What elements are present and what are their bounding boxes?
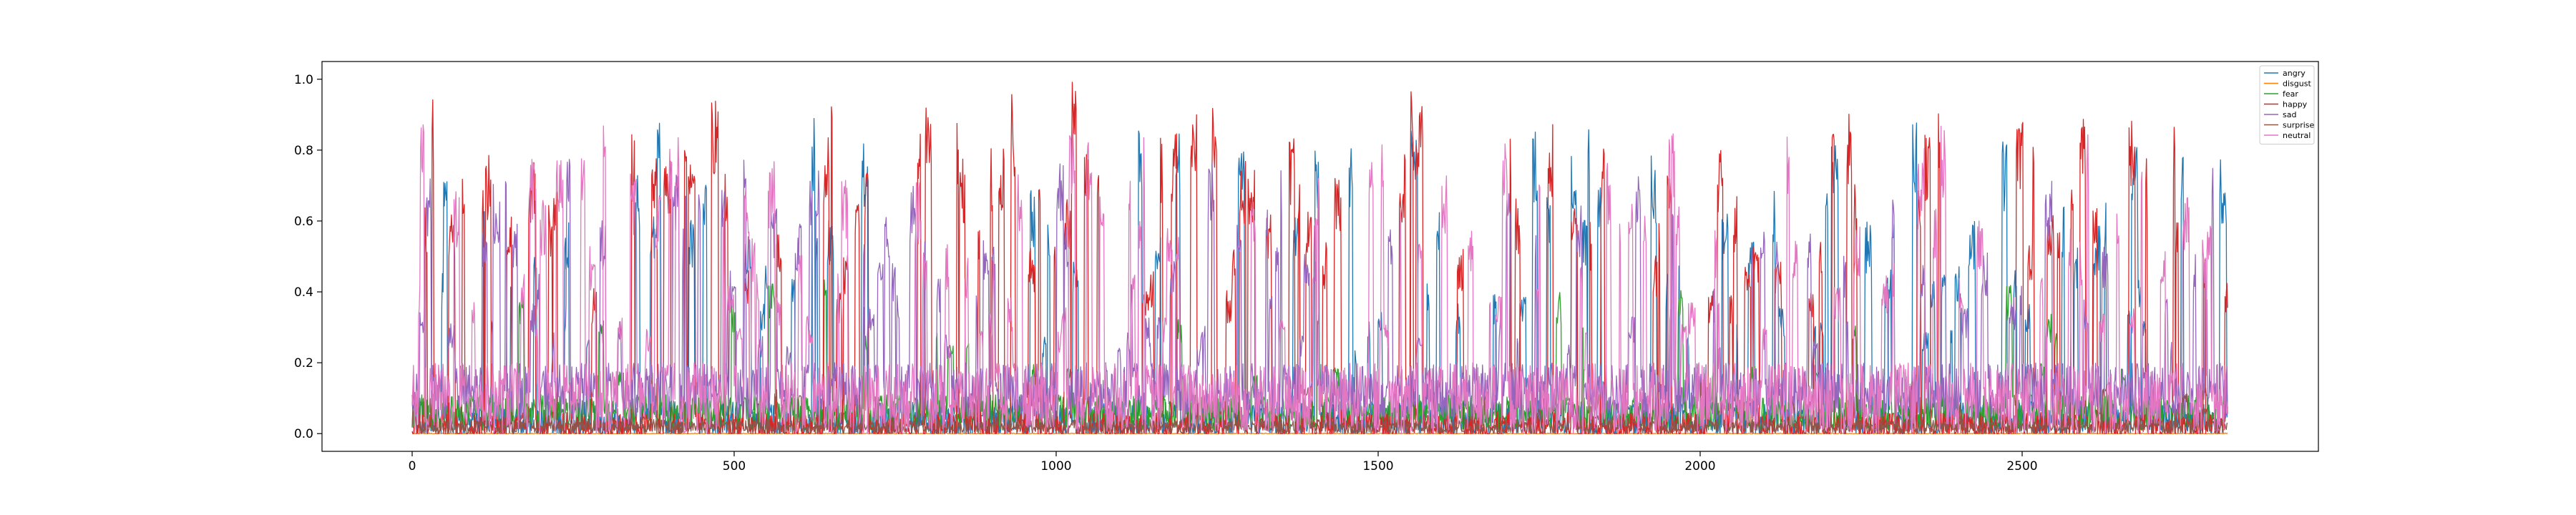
y-tick-label: 0.6 bbox=[294, 215, 313, 229]
series-line-neutral bbox=[411, 124, 2228, 434]
series-layer bbox=[411, 82, 2228, 434]
y-tick-label: 0.8 bbox=[294, 144, 313, 158]
y-tick-label: 0.4 bbox=[294, 285, 313, 300]
y-tick-label: 1.0 bbox=[294, 73, 313, 87]
plot-area bbox=[321, 61, 2319, 452]
legend-label-disgust: disgust bbox=[2283, 79, 2311, 89]
legend-label-surprise: surprise bbox=[2283, 121, 2315, 130]
x-tick-label: 1000 bbox=[1040, 459, 1071, 474]
x-tick-label: 2500 bbox=[2006, 459, 2037, 474]
x-tick-label: 2000 bbox=[1684, 459, 1715, 474]
x-tick-label: 1500 bbox=[1362, 459, 1393, 474]
legend-label-fear: fear bbox=[2283, 89, 2298, 99]
x-tick-label: 500 bbox=[723, 459, 746, 474]
series-line-surprise bbox=[411, 381, 2228, 434]
legend-label-sad: sad bbox=[2283, 110, 2296, 119]
x-tick-label: 0 bbox=[409, 459, 416, 474]
legend-label-angry: angry bbox=[2283, 69, 2306, 78]
y-tick-label: 0.0 bbox=[294, 427, 313, 441]
x-axis: 0 500 1000 1500 2000 2500 bbox=[409, 451, 2038, 474]
axes-frame bbox=[321, 61, 2319, 452]
legend-label-happy: happy bbox=[2283, 100, 2308, 109]
legend-label-neutral: neutral bbox=[2283, 131, 2311, 140]
y-tick-label: 0.2 bbox=[294, 356, 313, 371]
y-axis: 0.0 0.2 0.4 0.6 0.8 1.0 bbox=[294, 73, 322, 441]
